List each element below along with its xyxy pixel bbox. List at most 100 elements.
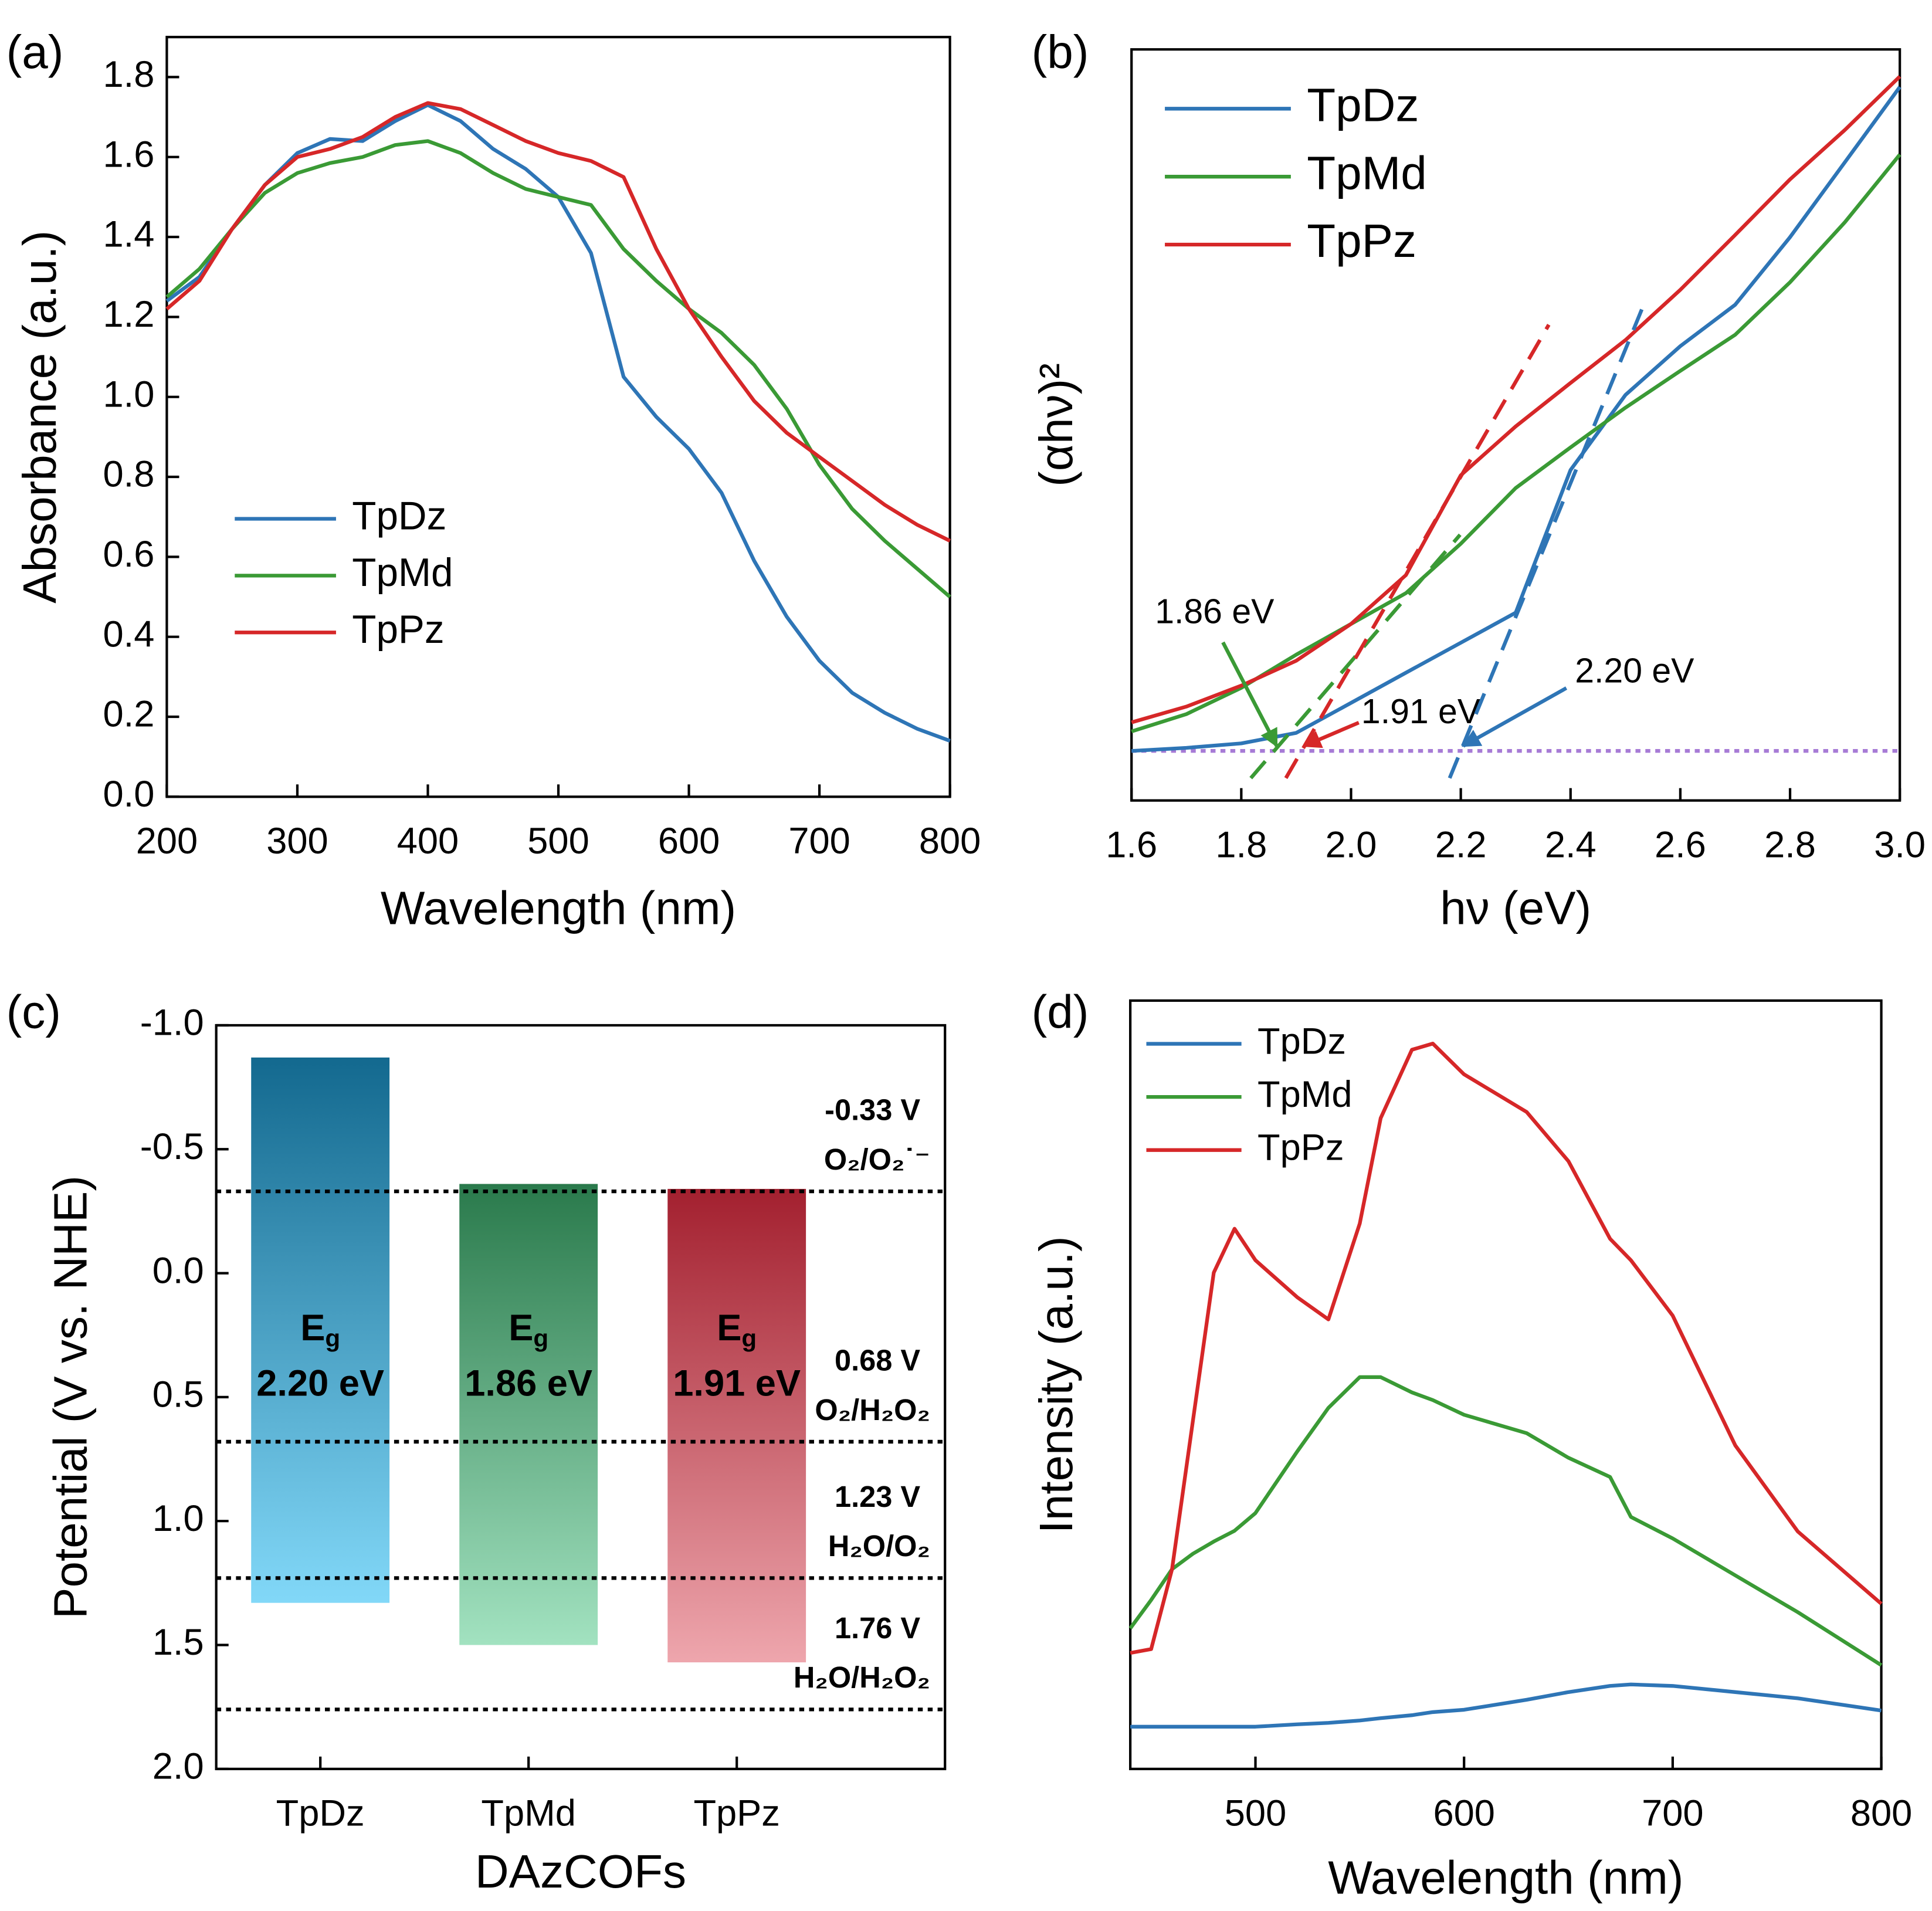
gap-symbol-main: E — [717, 1307, 741, 1348]
y-tick-label: -0.5 — [140, 1126, 204, 1167]
redox-potential: 1.76 V — [835, 1611, 920, 1645]
x-tick-label: 500 — [1225, 1793, 1286, 1834]
y-axis-title: Intensity (a.u.) — [1030, 1236, 1082, 1533]
gap-symbol-sub: g — [533, 1324, 548, 1352]
legend-label: TpDz — [1258, 1021, 1346, 1062]
redox-potential: 1.23 V — [835, 1480, 920, 1513]
y-tick-label: 1.6 — [103, 134, 155, 175]
y-tick-label: 1.0 — [152, 1498, 204, 1539]
y-tick-label: 1.2 — [103, 294, 155, 335]
series-line — [1128, 1375, 1883, 1667]
gap-symbol: Eg — [509, 1307, 548, 1352]
gap-symbol-sub: g — [741, 1324, 757, 1352]
tangent-line — [1284, 324, 1551, 780]
x-axis-title: DAzCOFs — [475, 1845, 686, 1898]
redox-couple: O₂/H₂O₂ — [815, 1393, 930, 1427]
redox-potential: -0.33 V — [825, 1093, 920, 1127]
x-tick-label: 700 — [788, 821, 850, 862]
panel-label: (b) — [1032, 26, 1089, 78]
annotation: 2.20 eV — [1575, 652, 1694, 690]
panel-label: (d) — [1032, 985, 1089, 1038]
annotation-arrow — [1221, 641, 1279, 748]
x-tick-label: 200 — [136, 821, 198, 862]
gap-label: 2.20 eV — [256, 1363, 384, 1404]
legend-label: TpDz — [352, 494, 446, 538]
y-tick-label: 1.5 — [152, 1622, 204, 1663]
x-tick-label: 2.2 — [1435, 824, 1487, 865]
band-gap-bar — [459, 1184, 598, 1645]
y-tick-label: -1.0 — [140, 1002, 204, 1043]
series-line — [165, 139, 951, 599]
x-tick-label: 1.6 — [1106, 824, 1157, 865]
annotation-arrow — [1302, 721, 1360, 748]
y-tick-label: 1.4 — [103, 214, 155, 255]
series-line — [1131, 75, 1902, 724]
x-tick-label: 400 — [397, 821, 459, 862]
gap-label: 1.86 eV — [465, 1363, 592, 1404]
redox-potential: 0.68 V — [835, 1344, 920, 1377]
y-tick-label: 0.2 — [103, 694, 155, 735]
legend-label: TpPz — [352, 608, 444, 652]
gap-symbol: Eg — [300, 1307, 340, 1352]
y-tick-label: 1.8 — [103, 54, 155, 95]
legend-label: TpMd — [352, 551, 453, 595]
plot-frame — [1130, 48, 1902, 802]
y-tick-label: 0.5 — [152, 1374, 204, 1415]
x-tick-label: 2.6 — [1655, 824, 1706, 865]
x-tick-label: 700 — [1642, 1793, 1703, 1834]
x-axis-title: Wavelength (nm) — [381, 882, 736, 934]
band-gap-bar — [667, 1188, 806, 1663]
redox-couple: H₂O/H₂O₂ — [794, 1661, 930, 1694]
x-tick-label: 1.8 — [1215, 824, 1267, 865]
legend-label: TpPz — [1258, 1127, 1344, 1168]
gap-label: 1.91 eV — [673, 1363, 801, 1404]
y-tick-label: 0.0 — [152, 1250, 204, 1291]
x-axis-title: hν (eV) — [1440, 882, 1591, 934]
annotation-arrow — [1462, 686, 1568, 748]
redox-couple: O₂/O₂˙⁻ — [824, 1143, 930, 1176]
x-tick-label: 800 — [919, 821, 981, 862]
y-axis-title: Potential (V vs. NHE) — [45, 1175, 97, 1619]
x-tick-label: 600 — [658, 821, 720, 862]
x-tick-label: 3.0 — [1874, 824, 1926, 865]
series-line — [165, 101, 951, 543]
x-tick-label: 800 — [1850, 1793, 1912, 1834]
x-tick-label: 2.8 — [1764, 824, 1816, 865]
x-tick-label: TpMd — [481, 1793, 575, 1834]
band-gap-bar — [251, 1057, 390, 1603]
x-tick-label: 2.0 — [1326, 824, 1377, 865]
redox-couple: H₂O/O₂ — [828, 1529, 930, 1563]
annotation: 1.86 eV — [1155, 592, 1275, 631]
x-tick-label: TpPz — [693, 1793, 779, 1834]
x-tick-label: 600 — [1433, 1793, 1494, 1834]
tangent-line — [1448, 299, 1648, 779]
y-tick-label: 2.0 — [152, 1746, 204, 1787]
panel-label: (a) — [6, 26, 64, 78]
x-tick-label: 300 — [266, 821, 328, 862]
annotation: 1.91 eV — [1361, 693, 1481, 731]
gap-symbol: Eg — [717, 1307, 757, 1352]
y-tick-label: 1.0 — [103, 374, 155, 415]
x-tick-label: 2.4 — [1545, 824, 1597, 865]
legend-label: TpMd — [1307, 147, 1427, 199]
x-tick-label: 500 — [527, 821, 589, 862]
x-axis-title: Wavelength (nm) — [1328, 1852, 1683, 1904]
y-axis-title: (αhν)² — [1030, 363, 1082, 487]
gap-symbol-sub: g — [325, 1324, 340, 1352]
y-tick-label: 0.0 — [103, 774, 155, 815]
series-line — [1130, 1041, 1883, 1655]
plot-frame — [1128, 999, 1883, 1770]
legend-label: TpMd — [1258, 1074, 1352, 1115]
legend-label: TpPz — [1307, 215, 1416, 267]
legend-label: TpDz — [1307, 79, 1419, 131]
gap-symbol-main: E — [300, 1307, 325, 1348]
y-tick-label: 0.8 — [103, 454, 155, 495]
y-axis-title: Absorbance (a.u.) — [13, 231, 66, 604]
panel-label: (c) — [6, 985, 61, 1038]
y-tick-label: 0.6 — [103, 534, 155, 575]
y-tick-label: 0.4 — [103, 614, 155, 655]
x-tick-label: TpDz — [276, 1793, 365, 1834]
